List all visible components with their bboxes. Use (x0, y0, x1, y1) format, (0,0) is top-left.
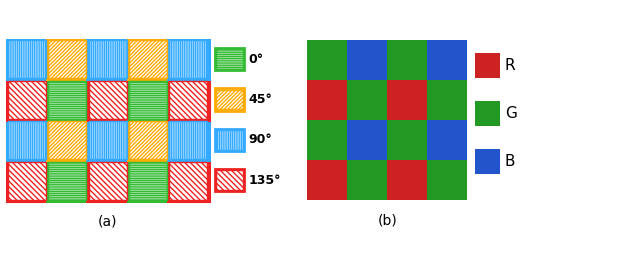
Bar (87, 160, 128, 201)
Bar (387, 40, 428, 80)
Bar (387, 80, 428, 120)
Bar (128, 160, 168, 201)
Bar (428, 80, 467, 120)
Bar (428, 40, 467, 80)
Bar (307, 160, 347, 200)
Bar (8, 40, 45, 78)
Bar (347, 120, 387, 160)
Bar (87, 79, 128, 120)
Bar (128, 79, 168, 120)
Text: 135°: 135° (249, 174, 281, 187)
Bar (168, 79, 209, 120)
Bar (6, 79, 47, 120)
Bar (87, 120, 128, 160)
Text: (a): (a) (98, 215, 117, 229)
Bar (88, 121, 127, 159)
Bar (168, 39, 209, 79)
Bar (129, 162, 167, 200)
Text: (b): (b) (378, 214, 397, 228)
Bar (214, 169, 244, 191)
Bar (8, 121, 45, 159)
Bar (87, 39, 128, 79)
Bar (214, 129, 244, 151)
Text: R: R (505, 58, 515, 73)
Bar (214, 48, 244, 70)
Bar (307, 80, 347, 120)
Bar (387, 120, 428, 160)
Bar (307, 40, 347, 80)
Bar (47, 120, 87, 160)
Bar (88, 81, 127, 119)
Bar (170, 81, 207, 119)
Bar (168, 160, 209, 201)
Text: 0°: 0° (249, 53, 264, 65)
Bar (47, 39, 87, 79)
Bar (48, 81, 86, 119)
Bar (128, 39, 168, 79)
Bar (129, 81, 167, 119)
Bar (387, 160, 428, 200)
Bar (48, 162, 86, 200)
Text: G: G (505, 106, 516, 121)
Bar (47, 79, 87, 120)
Bar (170, 121, 207, 159)
Bar (476, 149, 500, 174)
Bar (216, 170, 243, 190)
Bar (6, 39, 47, 79)
Bar (476, 101, 500, 126)
Bar (48, 121, 86, 159)
Bar (216, 49, 243, 69)
Bar (216, 90, 243, 109)
Bar (214, 88, 244, 111)
Bar (129, 121, 167, 159)
Text: 45°: 45° (249, 93, 273, 106)
Text: B: B (505, 154, 515, 169)
Bar (8, 162, 45, 200)
Bar (8, 81, 45, 119)
Bar (428, 120, 467, 160)
Bar (6, 160, 47, 201)
Bar (47, 160, 87, 201)
Text: 90°: 90° (249, 133, 273, 146)
Bar (476, 53, 500, 78)
Bar (170, 40, 207, 78)
Bar (6, 120, 47, 160)
Bar (428, 160, 467, 200)
Bar (216, 130, 243, 150)
Bar (347, 40, 387, 80)
Bar (168, 120, 209, 160)
Bar (347, 80, 387, 120)
Bar (48, 40, 86, 78)
Bar (129, 40, 167, 78)
Bar (128, 120, 168, 160)
Bar (347, 160, 387, 200)
Bar (170, 162, 207, 200)
Bar (307, 120, 347, 160)
Bar (88, 40, 127, 78)
Bar (88, 162, 127, 200)
